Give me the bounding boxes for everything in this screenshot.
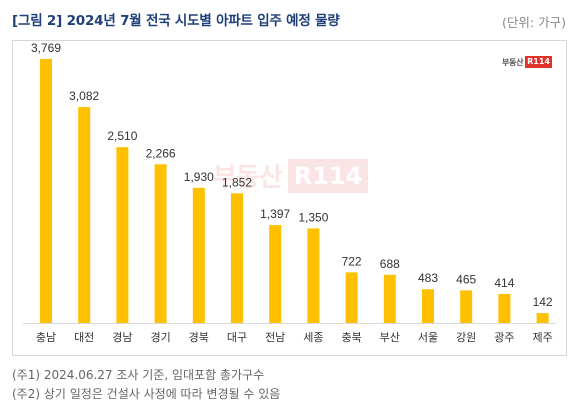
data-label-제주: 142 — [533, 295, 553, 309]
bar-대구 — [231, 193, 243, 323]
data-label-충북: 722 — [342, 254, 362, 268]
bar-대전 — [78, 107, 91, 323]
bar-부산 — [383, 274, 396, 323]
bar-제주 — [536, 313, 549, 323]
bar-경북 — [192, 187, 205, 323]
category-label-대전: 대전 — [74, 331, 94, 344]
category-label-경북: 경북 — [189, 331, 209, 344]
bar-전남 — [269, 225, 282, 323]
bar-충북 — [345, 272, 358, 323]
footnote-1: (주1) 2024.06.27 조사 기준, 임대포함 총가구수 — [12, 368, 265, 382]
bar-경기 — [154, 164, 167, 323]
bar-세종 — [307, 228, 320, 323]
unit-label: (단위: 가구) — [502, 15, 566, 30]
bar-chart: 3,769 충남 3,082 대전 2,510 경남 2,266 경기 1,930 경북 1,852… — [23, 41, 556, 344]
bar-강원 — [460, 290, 473, 323]
data-label-부산: 688 — [380, 257, 400, 271]
data-label-경기: 2,266 — [146, 146, 176, 160]
category-label-세종: 세종 — [303, 331, 323, 344]
category-label-경남: 경남 — [112, 331, 132, 344]
data-label-광주: 414 — [494, 276, 514, 290]
category-label-광주: 광주 — [494, 331, 514, 344]
category-label-서울: 서울 — [418, 331, 438, 344]
footnotes: (주1) 2024.06.27 조사 기준, 임대포함 총가구수 (주2) 상기… — [12, 366, 280, 404]
chart-title: [그림 2] 2024년 7월 전국 시도별 아파트 입주 예정 물량 — [12, 13, 340, 29]
data-label-대구: 1,852 — [222, 175, 252, 189]
category-label-충남: 충남 — [36, 331, 56, 344]
data-label-경남: 2,510 — [107, 129, 137, 143]
data-label-세종: 1,350 — [298, 210, 328, 224]
data-label-대전: 3,082 — [69, 89, 99, 103]
category-label-대구: 대구 — [227, 331, 247, 344]
logo-text: 부동산 — [501, 57, 524, 67]
bar-광주 — [498, 294, 511, 323]
data-label-경북: 1,930 — [184, 170, 214, 184]
category-label-제주: 제주 — [532, 331, 552, 344]
data-label-강원: 465 — [456, 272, 476, 286]
data-label-서울: 483 — [418, 271, 438, 285]
logo-badge: R114 — [525, 56, 552, 68]
category-label-충북: 충북 — [341, 331, 361, 344]
bar-서울 — [422, 289, 434, 323]
footnote-2: (주2) 상기 일정은 건설사 사정에 따라 변경될 수 있음 — [12, 387, 281, 401]
category-label-강원: 강원 — [456, 331, 476, 344]
category-label-경기: 경기 — [150, 331, 170, 344]
chart-frame: 부동산 R114 3,769 충남 3,082 대전 2,510 경남 2,266 경기 1,9… — [12, 40, 567, 356]
bar-충남 — [40, 59, 52, 323]
category-label-부산: 부산 — [380, 331, 400, 344]
brand-logo: 부동산 R114 — [502, 56, 552, 68]
category-label-전남: 전남 — [265, 331, 285, 344]
bar-경남 — [116, 147, 129, 323]
data-label-충남: 3,769 — [31, 41, 61, 55]
data-label-전남: 1,397 — [260, 207, 290, 221]
